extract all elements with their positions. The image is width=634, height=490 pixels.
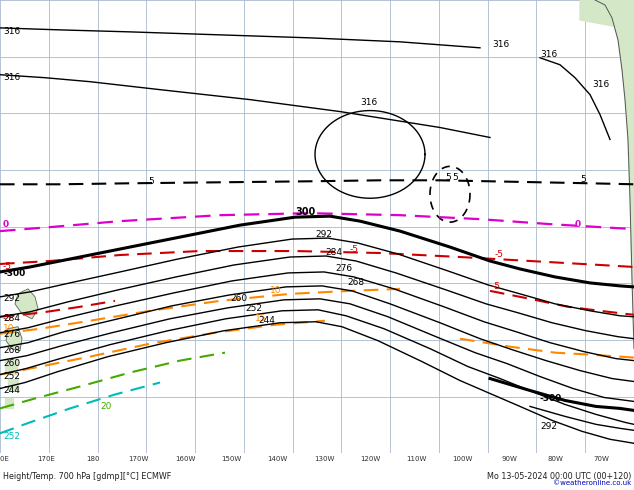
Text: 170W: 170W [129,456,149,462]
Text: 260: 260 [3,359,20,368]
Text: 252: 252 [3,432,20,441]
Text: 10: 10 [3,324,15,333]
Text: 292: 292 [315,230,332,239]
Text: 190E: 190E [0,456,9,462]
Text: 292: 292 [3,294,20,303]
Text: 160W: 160W [175,456,195,462]
Text: 20: 20 [100,402,112,411]
Text: -5: -5 [492,282,501,292]
Text: 276: 276 [335,265,352,273]
Text: ©weatheronline.co.uk: ©weatheronline.co.uk [553,480,631,486]
Text: 0: 0 [575,220,581,229]
Text: Mo 13-05-2024 00:00 UTC (00+120): Mo 13-05-2024 00:00 UTC (00+120) [487,471,631,481]
Text: 140W: 140W [268,456,288,462]
Text: 150W: 150W [221,456,242,462]
Text: 130W: 130W [314,456,334,462]
Text: 80W: 80W [547,456,564,462]
Text: 244: 244 [258,316,275,325]
Text: 284: 284 [325,247,342,257]
Text: -300: -300 [3,270,25,278]
Polygon shape [8,379,18,391]
Text: 292: 292 [540,422,557,431]
Text: 70W: 70W [593,456,610,462]
Text: 316: 316 [592,80,609,89]
Text: 316: 316 [540,50,557,59]
Text: 244: 244 [3,386,20,395]
Text: 5: 5 [445,173,451,182]
Text: 276: 276 [3,330,20,339]
Polygon shape [6,327,22,351]
Text: 316: 316 [3,73,20,82]
Text: 268: 268 [3,346,20,355]
Text: 15: 15 [255,314,266,323]
Polygon shape [15,289,38,319]
Text: 260: 260 [230,294,247,303]
Text: 5: 5 [452,173,458,182]
Text: 284: 284 [3,314,20,323]
Text: -5: -5 [3,314,12,323]
Text: 268: 268 [347,278,364,288]
Polygon shape [5,398,13,409]
Text: 90W: 90W [501,456,517,462]
Text: 316: 316 [360,98,377,107]
Text: -5: -5 [495,249,504,259]
Text: 252: 252 [3,372,20,381]
Text: 120W: 120W [360,456,380,462]
Text: 316: 316 [3,27,20,36]
Polygon shape [595,0,634,349]
Text: -5: -5 [350,245,359,253]
Text: 100W: 100W [453,456,473,462]
Text: 0: 0 [3,220,9,229]
Text: 5: 5 [148,177,154,186]
Text: 10: 10 [270,286,281,295]
Text: -5: -5 [3,263,12,271]
Text: 170E: 170E [37,456,55,462]
Text: Height/Temp. 700 hPa [gdmp][°C] ECMWF: Height/Temp. 700 hPa [gdmp][°C] ECMWF [3,471,171,481]
Text: -300: -300 [540,394,562,403]
Text: 180: 180 [86,456,100,462]
Polygon shape [580,0,634,30]
Text: 252: 252 [245,304,262,313]
Text: 300: 300 [295,207,315,217]
Polygon shape [5,359,17,373]
Text: 316: 316 [492,40,509,49]
Text: 110W: 110W [406,456,427,462]
Text: 5: 5 [580,175,586,184]
